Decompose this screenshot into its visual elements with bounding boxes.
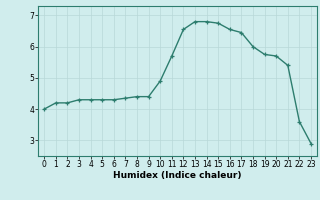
X-axis label: Humidex (Indice chaleur): Humidex (Indice chaleur): [113, 171, 242, 180]
